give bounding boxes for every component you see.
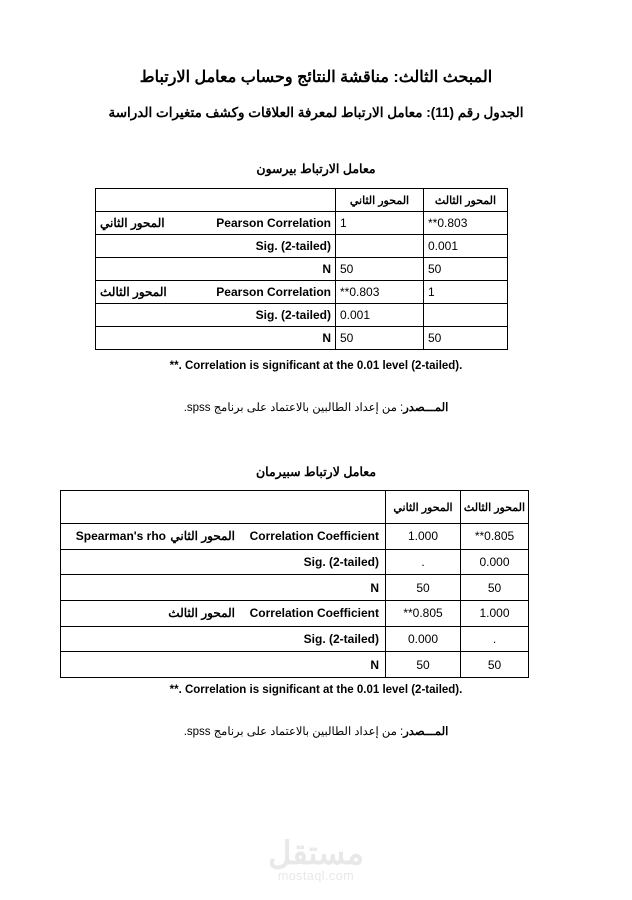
svg-text:مستقل: مستقل [268,835,364,871]
svg-text:mostaql.com: mostaql.com [278,869,354,883]
